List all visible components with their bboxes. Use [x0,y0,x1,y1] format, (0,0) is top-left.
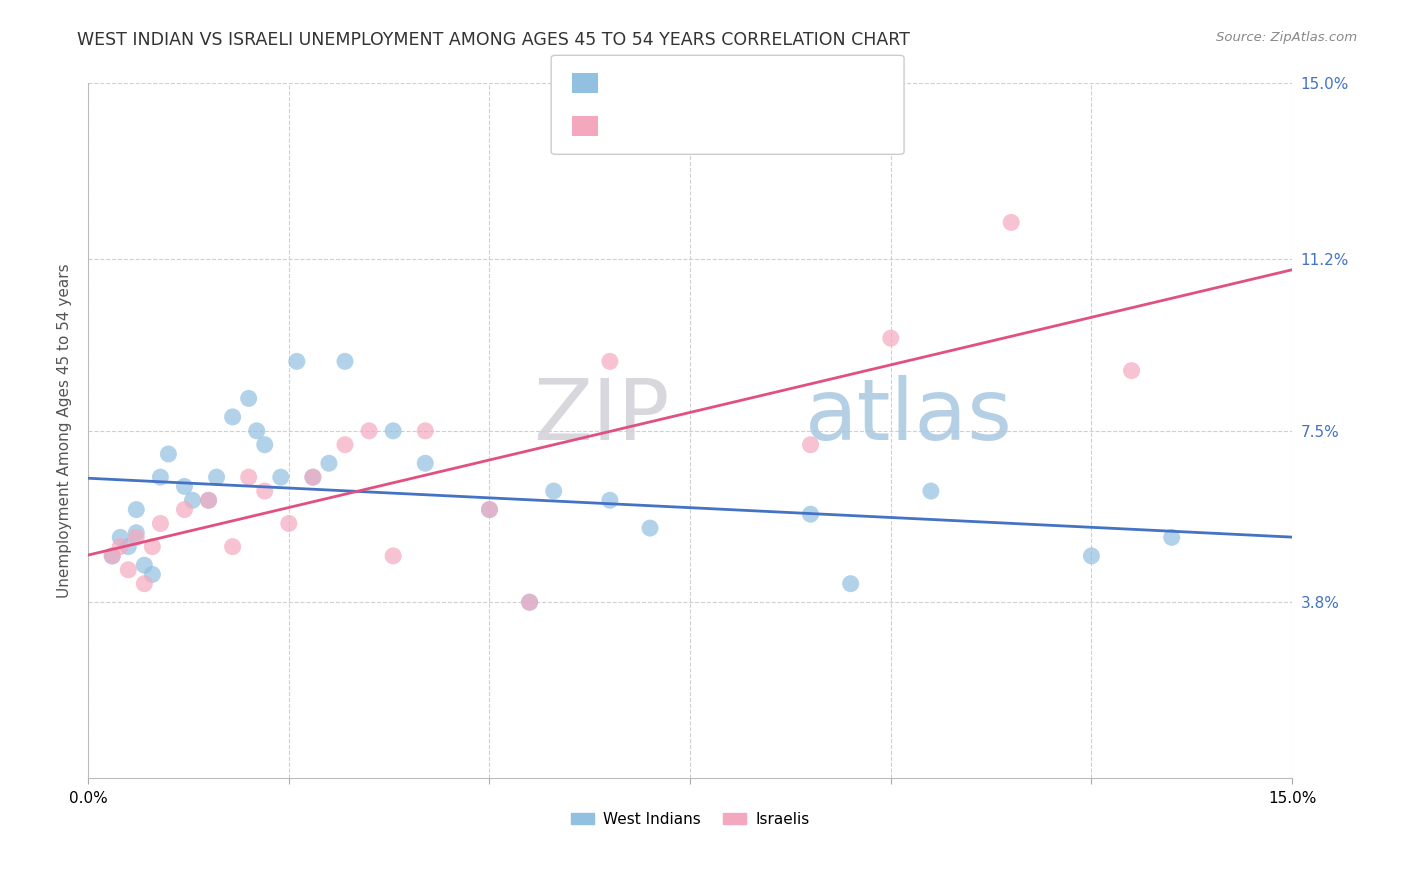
Point [246,424,269,438]
Point [799,507,821,521]
Point [638,521,661,535]
Point [413,456,436,470]
Point [253,438,276,452]
Point [134,576,156,591]
Point [125,525,148,540]
Point [318,456,340,470]
Point [478,502,501,516]
Point [149,470,172,484]
Point [134,558,156,573]
Point [920,484,942,499]
Point [221,409,243,424]
Point [839,576,862,591]
Point [173,479,195,493]
Y-axis label: Unemployment Among Ages 45 to 54 years: Unemployment Among Ages 45 to 54 years [58,263,72,599]
Point [413,424,436,438]
Text: WEST INDIAN VS ISRAELI UNEMPLOYMENT AMONG AGES 45 TO 54 YEARS CORRELATION CHART: WEST INDIAN VS ISRAELI UNEMPLOYMENT AMON… [77,31,910,49]
Point [101,549,124,563]
Point [277,516,299,531]
Point [382,549,405,563]
Point [238,392,260,406]
Point [302,470,325,484]
Point [1080,549,1102,563]
Point [519,595,541,609]
Point [1160,530,1182,544]
Point [285,354,308,368]
Point [141,540,163,554]
Point [125,530,148,544]
Text: R =  0.399   N = 25: R = 0.399 N = 25 [609,117,766,132]
Point [1000,215,1022,229]
Legend: West Indians, Israelis: West Indians, Israelis [564,805,815,833]
Point [599,493,621,508]
Point [197,493,219,508]
Point [205,470,228,484]
Point [110,530,132,544]
Text: R = -0.147   N = 34: R = -0.147 N = 34 [609,74,766,89]
Point [253,484,276,499]
Point [478,502,501,516]
Point [543,484,565,499]
Point [110,540,132,554]
Point [181,493,204,508]
Point [125,502,148,516]
Point [302,470,325,484]
Point [149,516,172,531]
Text: ZIP: ZIP [534,376,671,458]
Point [157,447,180,461]
Point [270,470,292,484]
Point [359,424,381,438]
Point [101,549,124,563]
Point [141,567,163,582]
Point [117,563,139,577]
Point [221,540,243,554]
Point [173,502,195,516]
Point [333,354,356,368]
Point [599,354,621,368]
Point [1121,363,1143,377]
Point [382,424,405,438]
Point [799,438,821,452]
Point [519,595,541,609]
Point [117,540,139,554]
Point [197,493,219,508]
Text: atlas: atlas [804,376,1012,458]
Point [333,438,356,452]
Point [880,331,903,345]
Point [238,470,260,484]
Text: Source: ZipAtlas.com: Source: ZipAtlas.com [1216,31,1357,45]
